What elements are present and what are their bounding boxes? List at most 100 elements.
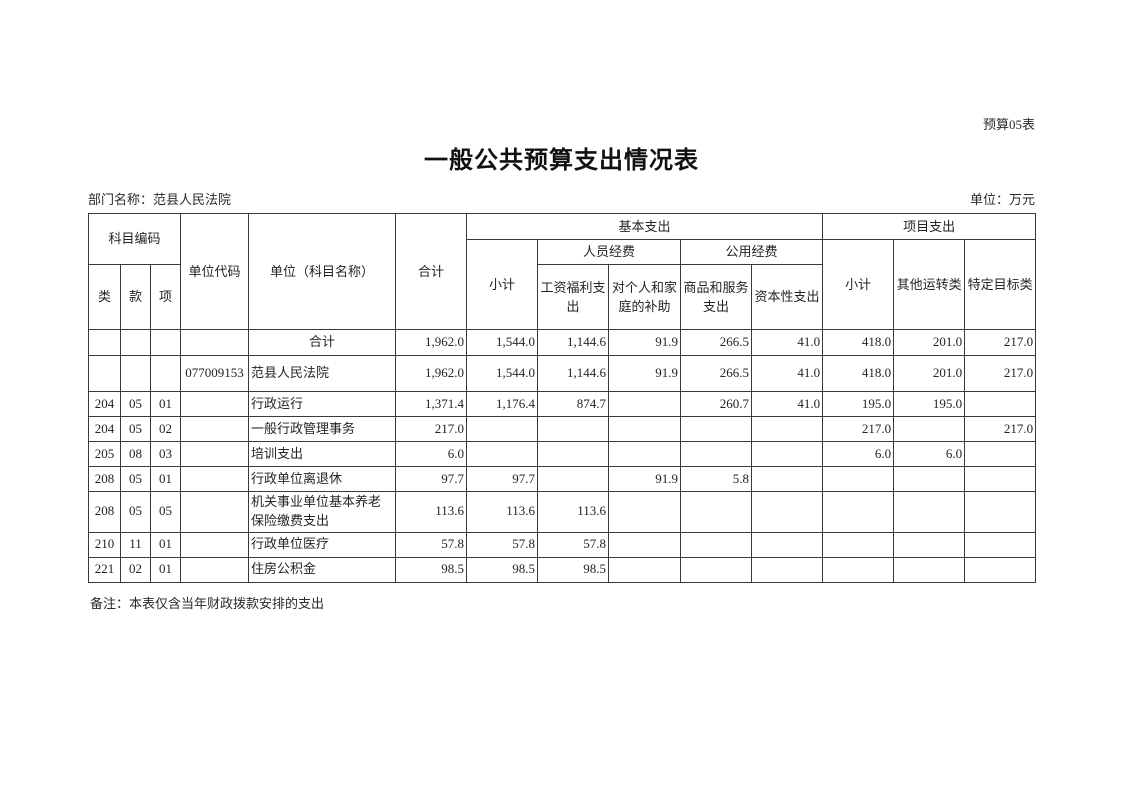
cell-goods-services: 266.5 xyxy=(680,355,753,392)
cell-specific-target xyxy=(964,491,1037,533)
cell-unit-name: 培训支出 xyxy=(248,441,397,467)
cell-capital xyxy=(751,491,824,533)
cell-other-operation: 195.0 xyxy=(893,391,966,417)
cell-specific-target xyxy=(964,531,1037,558)
cell-section-code xyxy=(120,355,151,392)
header-subject-code: 科目编码 xyxy=(87,213,182,265)
header-item: 项 xyxy=(149,264,182,330)
cell-unit-name: 行政单位医疗 xyxy=(248,531,397,558)
header-wage-welfare: 工资福利支出 xyxy=(537,264,610,330)
cell-family-subsidy xyxy=(608,416,682,442)
header-capital: 资本性支出 xyxy=(751,264,824,330)
header-row-2: 小计 人员经费 公用经费 小计 其他运转类 特定目标类 xyxy=(89,239,1037,330)
cell-unit-name: 住房公积金 xyxy=(248,556,397,583)
table-row: 077009153 范县人民法院 1,962.0 1,544.0 1,144.6 91.9… xyxy=(88,355,1037,392)
cell-goods-services xyxy=(680,416,753,442)
cell-wage-welfare: 1,144.6 xyxy=(537,329,610,356)
cell-class-code: 205 xyxy=(88,441,121,467)
header-public-funds: 公用经费 xyxy=(680,239,824,265)
header-total: 合计 xyxy=(395,213,468,330)
cell-wage-welfare: 98.5 xyxy=(537,556,610,583)
cell-basic-subtotal: 1,176.4 xyxy=(466,391,539,417)
table-row: 205 08 03 培训支出 6.0 6.0 6.0 xyxy=(88,441,1037,467)
cell-capital: 41.0 xyxy=(751,355,824,392)
header-other-operation: 其他运转类 xyxy=(893,239,966,330)
cell-specific-target xyxy=(964,556,1037,583)
cell-unit-name: 一般行政管理事务 xyxy=(248,416,397,442)
cell-family-subsidy xyxy=(608,556,682,583)
cell-goods-services xyxy=(680,491,753,533)
cell-basic-subtotal: 97.7 xyxy=(466,466,539,492)
header-family-subsidy: 对个人和家庭的补助 xyxy=(608,264,682,330)
cell-total: 217.0 xyxy=(395,416,468,442)
cell-total: 6.0 xyxy=(395,441,468,467)
cell-project-subtotal xyxy=(822,466,895,492)
cell-specific-target xyxy=(964,466,1037,492)
cell-project-subtotal xyxy=(822,491,895,533)
header-project-expenditure: 项目支出 xyxy=(822,213,1037,240)
cell-section-code: 02 xyxy=(120,556,151,583)
header-basic-subtotal: 小计 xyxy=(466,239,539,330)
table-row: 208 05 01 行政单位离退休 97.7 97.7 91.9 5.8 xyxy=(88,466,1037,492)
cell-goods-services: 5.8 xyxy=(680,466,753,492)
cell-basic-subtotal: 1,544.0 xyxy=(466,355,539,392)
cell-unit-code xyxy=(180,531,250,558)
cell-goods-services: 266.5 xyxy=(680,329,753,356)
budget-table: 科目编码 单位代码 单位（科目名称） 合计 基本支出 项目支出 小计 人员经费 … xyxy=(87,213,1037,583)
cell-project-subtotal: 217.0 xyxy=(822,416,895,442)
cell-total: 1,371.4 xyxy=(395,391,468,417)
cell-class-code: 204 xyxy=(88,391,121,417)
cell-other-operation xyxy=(893,491,966,533)
cell-item-code xyxy=(149,329,182,356)
cell-unit-name: 机关事业单位基本养老保险缴费支出 xyxy=(248,491,397,533)
cell-basic-subtotal: 113.6 xyxy=(466,491,539,533)
cell-wage-welfare: 57.8 xyxy=(537,531,610,558)
cell-goods-services xyxy=(680,556,753,583)
cell-item-code: 05 xyxy=(149,491,182,533)
table-row: 合计 1,962.0 1,544.0 1,144.6 91.9 266.5 41.0 418.… xyxy=(88,329,1037,356)
cell-capital xyxy=(751,556,824,583)
header-row-3: 类 款 项 工资福利支出 对个人和家庭的补助 商品和服务支出 资本性支出 xyxy=(88,264,1036,330)
cell-unit-name: 合计 xyxy=(248,329,397,356)
cell-section-code: 05 xyxy=(120,416,151,442)
header-basic-expenditure: 基本支出 xyxy=(466,213,824,240)
cell-unit-name: 范县人民法院 xyxy=(248,355,397,392)
department-name-label: 部门名称：范县人民法院 xyxy=(88,192,232,207)
page-title: 一般公共预算支出情况表 xyxy=(424,148,699,174)
cell-other-operation xyxy=(893,416,966,442)
cell-family-subsidy: 91.9 xyxy=(608,466,682,492)
cell-item-code: 03 xyxy=(149,441,182,467)
cell-item-code: 02 xyxy=(149,416,182,442)
cell-project-subtotal: 6.0 xyxy=(822,441,895,467)
cell-unit-code xyxy=(180,329,250,356)
cell-wage-welfare xyxy=(537,441,610,467)
cell-unit-code xyxy=(180,416,250,442)
remark-note: 备注：本表仅含当年财政拨款安排的支出 xyxy=(90,595,325,611)
cell-class-code: 208 xyxy=(88,491,121,533)
cell-other-operation xyxy=(893,466,966,492)
cell-capital xyxy=(751,416,824,442)
cell-unit-code xyxy=(180,441,250,467)
table-row: 221 02 01 住房公积金 98.5 98.5 98.5 xyxy=(88,556,1037,583)
header-personnel-funds: 人员经费 xyxy=(537,239,682,265)
cell-family-subsidy xyxy=(608,441,682,467)
cell-total: 97.7 xyxy=(395,466,468,492)
cell-project-subtotal xyxy=(822,531,895,558)
cell-other-operation: 201.0 xyxy=(893,329,966,356)
cell-section-code: 05 xyxy=(120,466,151,492)
cell-other-operation xyxy=(893,556,966,583)
cell-unit-code: 077009153 xyxy=(180,355,250,392)
cell-class-code: 208 xyxy=(88,466,121,492)
cell-goods-services: 260.7 xyxy=(680,391,753,417)
cell-item-code: 01 xyxy=(149,556,182,583)
cell-project-subtotal: 195.0 xyxy=(822,391,895,417)
cell-specific-target xyxy=(964,391,1037,417)
cell-wage-welfare: 874.7 xyxy=(537,391,610,417)
cell-section-code xyxy=(120,329,151,356)
cell-section-code: 05 xyxy=(120,391,151,417)
cell-section-code: 05 xyxy=(120,491,151,533)
cell-item-code: 01 xyxy=(149,531,182,558)
header-unit-name: 单位（科目名称） xyxy=(248,213,397,330)
cell-goods-services xyxy=(680,531,753,558)
cell-class-code: 204 xyxy=(88,416,121,442)
